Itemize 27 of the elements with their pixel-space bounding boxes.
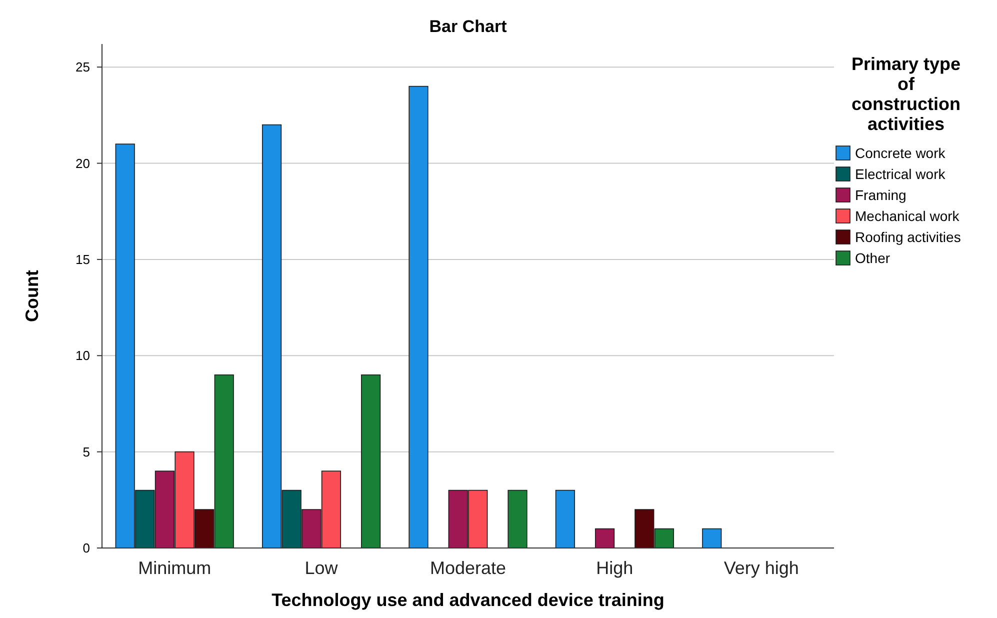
- y-axis-title: Count: [22, 270, 42, 322]
- legend-label: Other: [855, 250, 890, 266]
- x-tick-label: Moderate: [430, 558, 506, 578]
- bar: [594, 528, 615, 548]
- legend-title: Primary type of construction activities: [851, 54, 961, 134]
- x-tick-label: Low: [304, 558, 339, 578]
- y-tick-label: 5: [82, 444, 90, 460]
- y-tick-label: 0: [82, 540, 90, 556]
- bar: [408, 86, 428, 548]
- y-tick-label: 15: [76, 252, 90, 267]
- legend-label: Concrete work: [855, 145, 946, 161]
- y-tick-label: 20: [76, 156, 90, 171]
- chart-title: Bar Chart: [429, 17, 508, 36]
- bar: [508, 490, 528, 548]
- y-tick-label: 25: [76, 60, 90, 75]
- legend-label: Roofing activities: [855, 229, 961, 245]
- x-axis-title: Technology use and advanced device training: [272, 590, 664, 610]
- y-tick-label: 10: [76, 348, 90, 364]
- x-tick-label: High: [596, 558, 634, 578]
- legend-label: Framing: [855, 187, 906, 203]
- x-tick-label: Minimum: [138, 558, 212, 578]
- bar: [361, 374, 381, 548]
- bar: [702, 528, 722, 548]
- legend-label: Electrical work: [855, 166, 946, 182]
- legend-label: Mechanical work: [855, 208, 960, 224]
- bar: [555, 490, 575, 548]
- x-tick-label: Very high: [724, 558, 799, 578]
